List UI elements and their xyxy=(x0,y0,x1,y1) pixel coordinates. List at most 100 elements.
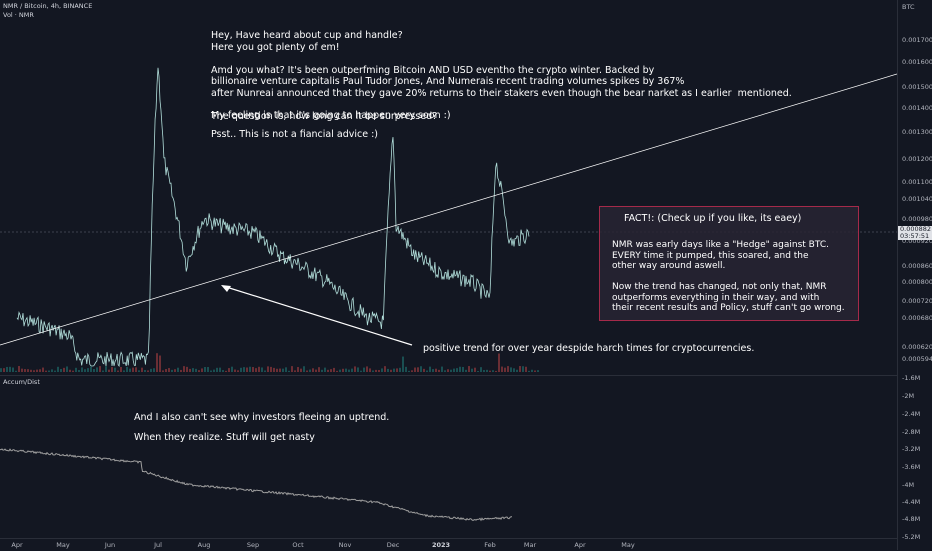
volume-bar xyxy=(264,370,266,372)
time-tick-label: Jun xyxy=(104,541,116,549)
volume-bar xyxy=(333,367,335,372)
volume-bar xyxy=(9,366,11,372)
price-tick-label: 0.001100 xyxy=(902,178,932,186)
volume-bar xyxy=(249,366,251,372)
price-tick-label: 0.001400 xyxy=(902,104,932,112)
time-tick-label: Jul xyxy=(154,541,162,549)
volume-bar xyxy=(207,367,209,372)
volume-bar xyxy=(315,369,317,372)
volume-bar xyxy=(183,366,185,372)
chart-canvas[interactable] xyxy=(0,0,897,538)
volume-bar xyxy=(477,370,479,372)
volume-bar xyxy=(114,367,116,372)
volume-bar xyxy=(432,369,434,372)
investors-annotation: And I also can't see why investors fleei… xyxy=(134,412,390,423)
volume-bar xyxy=(177,367,179,372)
volume-bar xyxy=(465,369,467,372)
volume-bar xyxy=(219,367,221,372)
time-axis[interactable]: Apr May Jun Jul Aug Sep Oct Nov Dec 2023 Feb Mar Apr… xyxy=(0,538,897,551)
volume-bar xyxy=(117,370,119,372)
time-tick-label: May xyxy=(621,541,635,549)
volume-bar xyxy=(297,367,299,372)
main-annotation: Hey, Have heard about cup and handle? He… xyxy=(211,30,792,122)
volume-bar xyxy=(147,370,149,372)
volume-bar xyxy=(312,368,314,372)
volume-bar xyxy=(408,370,410,372)
volume-bar xyxy=(132,367,134,372)
volume-bar xyxy=(276,368,278,372)
volume-bar xyxy=(450,369,452,372)
volume-bar xyxy=(510,367,512,372)
indicator-legend[interactable]: Accum/Dist xyxy=(3,378,40,386)
volume-bar xyxy=(99,366,101,372)
trend-annotation: positive trend for over year despide har… xyxy=(423,343,755,354)
volume-bar xyxy=(390,369,392,372)
volume-bar xyxy=(33,370,35,372)
volume-bar xyxy=(324,367,326,372)
volume-bar xyxy=(270,366,272,372)
price-tick-label: 0.001300 xyxy=(902,128,932,136)
volume-bar xyxy=(486,369,488,372)
volume-bar xyxy=(48,370,50,372)
ad-tick-label: -3.2M xyxy=(902,445,921,453)
volume-bar xyxy=(357,367,359,372)
price-series-line xyxy=(16,67,530,368)
volume-bar xyxy=(180,369,182,372)
volume-bar xyxy=(330,369,332,372)
volume-legend[interactable]: Vol · NMR xyxy=(3,11,34,19)
advice-annotation: Psst.. This is not a fiancial advice :) xyxy=(211,129,378,140)
volume-bar xyxy=(51,369,53,372)
time-tick-label: Mar xyxy=(523,541,537,549)
volume-bar xyxy=(144,369,146,372)
volume-bar xyxy=(168,368,170,372)
volume-bar xyxy=(255,368,257,372)
volume-bar xyxy=(159,355,161,372)
volume-bar xyxy=(507,366,509,372)
time-tick-label: Apr xyxy=(574,541,586,549)
volume-bar xyxy=(129,368,131,372)
volume-bar xyxy=(522,366,524,372)
volume-bar xyxy=(528,370,530,372)
volume-bar xyxy=(495,370,497,372)
volume-bar xyxy=(447,369,449,372)
volume-bar xyxy=(171,369,173,372)
price-tick-label: 0.000800 xyxy=(902,278,932,286)
volume-bar xyxy=(0,368,2,372)
volume-bar xyxy=(483,370,485,372)
ad-tick-label: -2.4M xyxy=(902,410,921,418)
volume-bar xyxy=(261,367,263,372)
volume-bar xyxy=(471,368,473,372)
volume-bar xyxy=(309,369,311,372)
volume-bar xyxy=(348,369,350,372)
arrow-head xyxy=(221,285,231,292)
symbol-legend[interactable]: NMR / Bitcoin, 4h, BINANCE xyxy=(3,2,93,10)
volume-bar xyxy=(234,369,236,372)
ad-tick-label: -4.4M xyxy=(902,498,921,506)
volume-bar xyxy=(321,369,323,372)
volume-bar xyxy=(339,369,341,372)
volume-bar xyxy=(414,367,416,372)
volume-bar xyxy=(258,366,260,372)
volume-bar xyxy=(12,367,14,372)
volume-bar xyxy=(342,368,344,372)
ad-tick-label: -4.8M xyxy=(902,515,921,523)
ad-tick-label: -5.2M xyxy=(902,533,921,541)
price-tick-label: 0.001500 xyxy=(902,83,932,91)
volume-bar xyxy=(66,366,68,372)
volume-bar xyxy=(213,369,215,372)
ad-tick-label: -1.6M xyxy=(902,374,921,382)
volume-bar xyxy=(84,369,86,372)
volume-bar xyxy=(105,366,107,372)
time-tick-label: Aug xyxy=(197,541,211,549)
volume-bar xyxy=(531,369,533,372)
indicator-pane[interactable] xyxy=(0,375,897,539)
volume-bar xyxy=(366,366,368,372)
feeling-annotation: My feeling is that it's going to happen … xyxy=(211,110,451,121)
volume-bar xyxy=(96,367,98,372)
volume-bar xyxy=(243,367,245,372)
volume-bar xyxy=(39,369,41,372)
price-axis[interactable]: BTC 0.001700 0.001600 0.001500 0.001400 0.00… xyxy=(897,0,932,550)
volume-bar xyxy=(303,366,305,372)
volume-bar xyxy=(195,368,197,372)
volume-bar xyxy=(201,368,203,372)
